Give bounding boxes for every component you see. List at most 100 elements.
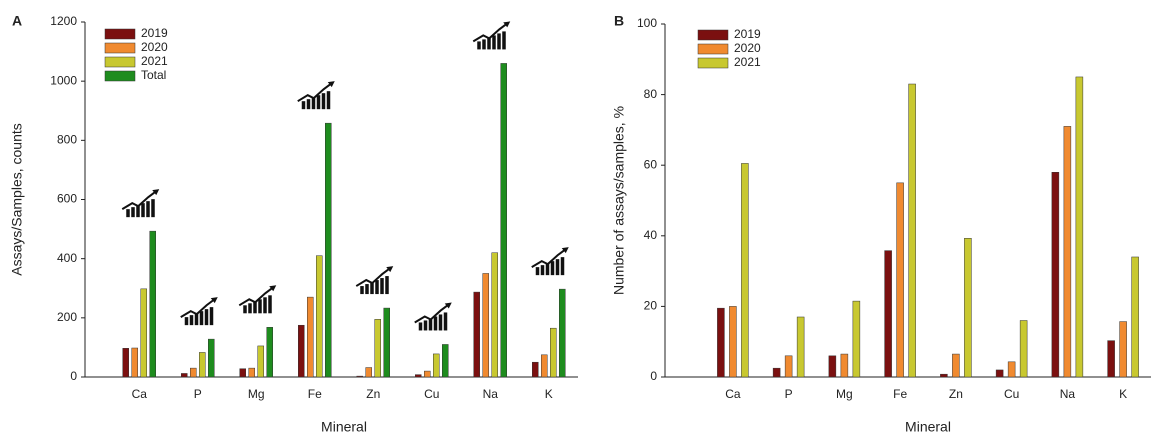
bar <box>1131 256 1139 378</box>
trend-icon-line <box>472 22 508 43</box>
y-tick-label: 600 <box>57 192 77 206</box>
trend-icon-bar <box>423 320 428 331</box>
trend-icon-arrow <box>444 302 452 309</box>
y-tick-label: 400 <box>57 251 77 265</box>
trend-icon-arrow <box>503 21 511 28</box>
trend-icon <box>472 21 511 50</box>
legend-label: 2019 <box>141 26 168 40</box>
x-tick-label: Fe <box>308 387 322 401</box>
trend-icon-arrow <box>269 285 277 292</box>
legend-swatch <box>104 70 136 82</box>
y-axis-label: Number of assays/samples, % <box>611 106 627 295</box>
x-tick-label: Zn <box>366 387 380 401</box>
trend-icon-bar <box>326 91 331 110</box>
bar <box>1075 76 1084 378</box>
x-axis-label: Mineral <box>905 419 951 435</box>
trend-icon-line <box>121 190 157 211</box>
bar <box>741 163 749 378</box>
x-tick-label: Na <box>1060 387 1076 401</box>
legend-label: 2021 <box>734 55 761 69</box>
bar <box>995 369 1004 378</box>
bar <box>896 182 904 378</box>
trend-icon <box>121 189 160 218</box>
trend-icon <box>180 297 218 326</box>
trend-icon-bar <box>443 312 448 331</box>
bar <box>541 354 548 378</box>
trend-icon-bar <box>306 99 311 110</box>
trend-icon-bar <box>482 39 486 50</box>
bar <box>325 122 332 378</box>
trend-icon <box>238 285 277 314</box>
bar <box>532 361 539 378</box>
legend-swatch <box>697 43 729 55</box>
x-tick-label: Cu <box>1004 387 1019 401</box>
trend-icon-bar <box>560 257 565 276</box>
bar <box>1007 361 1016 378</box>
trend-icon-line <box>355 267 391 287</box>
trend-icon-bar <box>535 267 540 276</box>
bar <box>248 367 255 378</box>
panel-label: B <box>614 13 624 29</box>
trend-icon-bar <box>189 315 194 326</box>
trend-icon <box>355 266 394 295</box>
bar <box>491 252 498 378</box>
bar <box>181 373 188 378</box>
bar <box>199 352 206 378</box>
bar <box>550 327 557 378</box>
trend-icon-bar <box>248 303 252 314</box>
y-tick-label: 100 <box>637 16 657 30</box>
bar <box>365 367 372 378</box>
trend-icon-bar <box>492 35 496 50</box>
bar <box>442 344 449 378</box>
trend-icon-bar <box>497 33 501 50</box>
bar <box>473 291 480 378</box>
x-tick-label: P <box>785 387 793 401</box>
bar <box>433 353 440 378</box>
trend-icon-bar <box>311 97 316 110</box>
bar <box>424 370 431 378</box>
trend-icon-bar <box>385 276 389 295</box>
trend-icon-bar <box>428 318 433 331</box>
trend-icon-bar <box>151 199 155 218</box>
bar <box>559 288 566 378</box>
bar <box>140 288 147 378</box>
trend-icon-bar <box>550 261 555 276</box>
trend-icon-bar <box>243 305 247 314</box>
bar <box>149 230 156 378</box>
trend-icon-line <box>297 82 333 103</box>
y-tick-label: 800 <box>57 133 77 147</box>
trend-icon-bar <box>126 209 130 218</box>
y-tick-label: 0 <box>70 369 77 383</box>
y-tick-label: 1200 <box>50 14 77 28</box>
trend-icon-bar <box>301 101 306 110</box>
trend-icon-bar <box>545 263 550 276</box>
trend-icon-bar <box>268 295 272 314</box>
bar <box>383 307 390 378</box>
x-tick-label: Mg <box>248 387 265 401</box>
trend-icon <box>531 247 569 276</box>
trend-icon-bar <box>131 207 135 218</box>
trend-icon-bar <box>184 317 189 326</box>
bar <box>316 255 323 378</box>
bar <box>257 345 264 378</box>
x-tick-label: K <box>1119 387 1127 401</box>
trend-icon-bar <box>209 307 214 326</box>
bar <box>356 375 363 378</box>
trend-icon-line <box>238 286 274 307</box>
trend-icon-bar <box>555 259 560 276</box>
bar <box>784 355 793 378</box>
y-tick-label: 40 <box>644 228 658 242</box>
trend-icon-bar <box>365 284 369 295</box>
legend-swatch <box>697 57 729 69</box>
bar <box>307 296 314 378</box>
bar <box>1119 321 1127 378</box>
x-tick-label: K <box>545 387 553 401</box>
bar <box>1063 126 1072 378</box>
bar <box>852 300 861 378</box>
x-tick-label: Fe <box>893 387 907 401</box>
legend-label: 2019 <box>734 27 761 41</box>
x-tick-label: Ca <box>132 387 148 401</box>
bar <box>190 367 197 378</box>
y-tick-label: 1000 <box>50 73 77 87</box>
